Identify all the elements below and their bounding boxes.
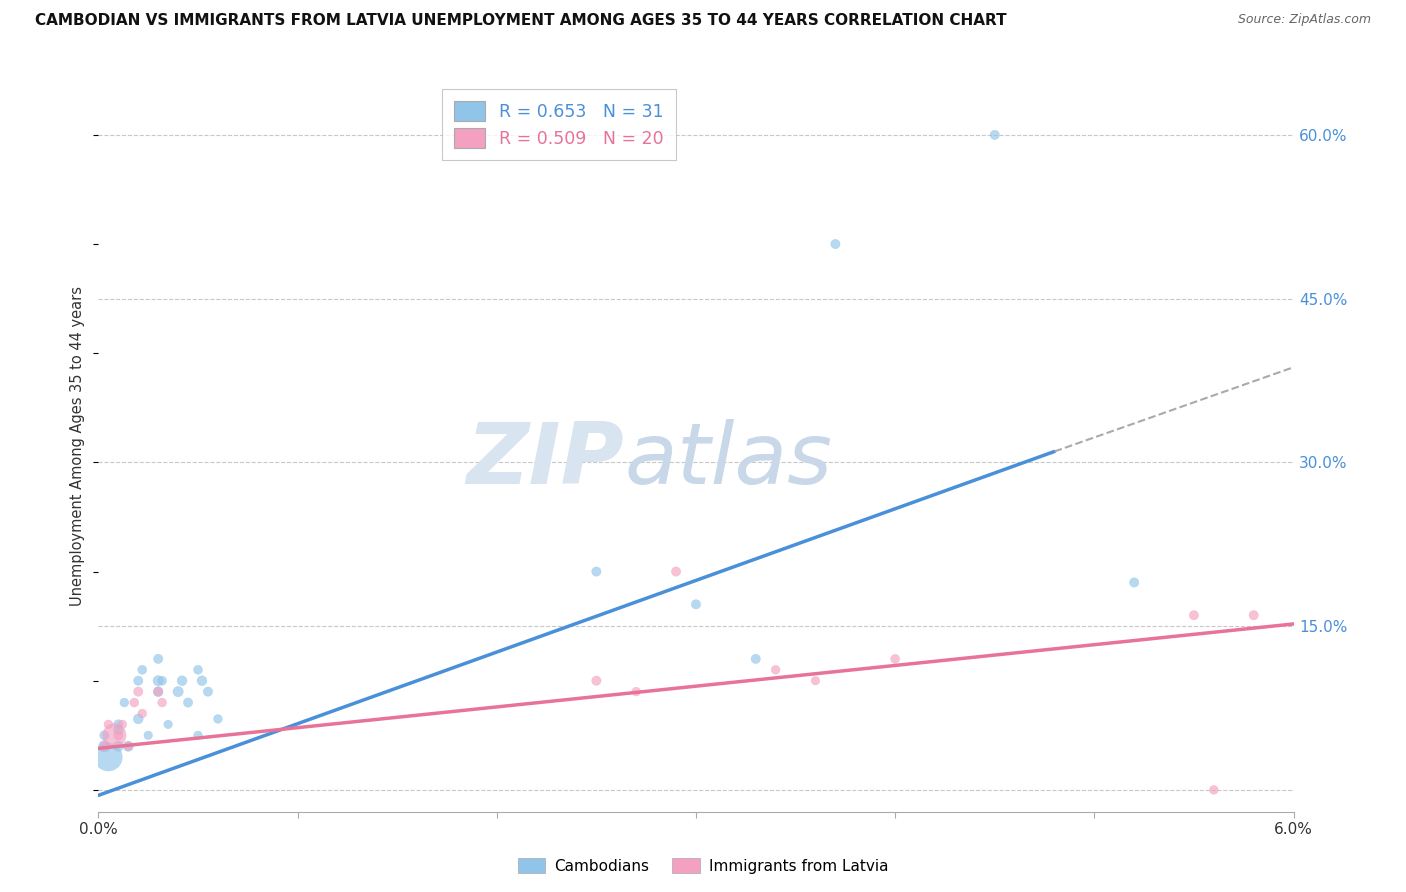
Point — [207, 712, 229, 726]
Point — [1123, 575, 1146, 590]
Point — [111, 717, 134, 731]
Point — [167, 684, 190, 698]
Point — [585, 565, 607, 579]
Point — [127, 673, 149, 688]
Point — [112, 696, 135, 710]
Point — [107, 717, 129, 731]
Point — [197, 684, 219, 698]
Point — [93, 739, 115, 754]
Point — [107, 728, 129, 742]
Point — [665, 565, 688, 579]
Point — [1202, 783, 1225, 797]
Point — [187, 728, 209, 742]
Point — [148, 684, 170, 698]
Point — [157, 717, 180, 731]
Point — [93, 739, 115, 754]
Point — [107, 739, 129, 754]
Point — [124, 696, 146, 710]
Point — [148, 652, 170, 666]
Point — [148, 684, 170, 698]
Legend: R = 0.653   N = 31, R = 0.509   N = 20: R = 0.653 N = 31, R = 0.509 N = 20 — [441, 89, 676, 161]
Point — [117, 739, 139, 754]
Point — [765, 663, 787, 677]
Point — [131, 706, 153, 721]
Point — [824, 237, 846, 252]
Point — [626, 684, 648, 698]
Point — [97, 717, 120, 731]
Point — [187, 663, 209, 677]
Point — [685, 597, 707, 611]
Point — [177, 696, 200, 710]
Point — [103, 728, 125, 742]
Point — [107, 723, 129, 737]
Point — [131, 663, 153, 677]
Point — [984, 128, 1007, 142]
Point — [150, 696, 173, 710]
Point — [1243, 608, 1265, 623]
Point — [884, 652, 907, 666]
Point — [191, 673, 214, 688]
Text: atlas: atlas — [624, 419, 832, 502]
Point — [117, 739, 139, 754]
Point — [585, 673, 607, 688]
Point — [804, 673, 827, 688]
Point — [745, 652, 768, 666]
Y-axis label: Unemployment Among Ages 35 to 44 years: Unemployment Among Ages 35 to 44 years — [70, 286, 86, 606]
Legend: Cambodians, Immigrants from Latvia: Cambodians, Immigrants from Latvia — [512, 852, 894, 880]
Point — [172, 673, 194, 688]
Point — [136, 728, 159, 742]
Point — [93, 728, 115, 742]
Point — [127, 684, 149, 698]
Point — [150, 673, 173, 688]
Point — [148, 673, 170, 688]
Point — [97, 750, 120, 764]
Text: ZIP: ZIP — [467, 419, 624, 502]
Point — [127, 712, 149, 726]
Text: CAMBODIAN VS IMMIGRANTS FROM LATVIA UNEMPLOYMENT AMONG AGES 35 TO 44 YEARS CORRE: CAMBODIAN VS IMMIGRANTS FROM LATVIA UNEM… — [35, 13, 1007, 29]
Text: Source: ZipAtlas.com: Source: ZipAtlas.com — [1237, 13, 1371, 27]
Point — [1182, 608, 1205, 623]
